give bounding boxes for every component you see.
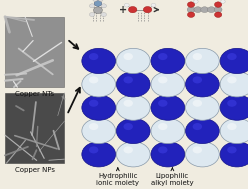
Circle shape	[227, 146, 237, 153]
Circle shape	[193, 0, 198, 3]
Circle shape	[227, 76, 237, 83]
Circle shape	[116, 95, 150, 120]
Circle shape	[101, 12, 106, 17]
Circle shape	[227, 100, 237, 107]
Circle shape	[89, 76, 98, 83]
Circle shape	[124, 3, 129, 7]
Circle shape	[186, 72, 219, 97]
Circle shape	[116, 48, 150, 74]
Circle shape	[201, 7, 209, 12]
Circle shape	[151, 118, 185, 144]
Circle shape	[128, 6, 137, 13]
Circle shape	[193, 76, 202, 83]
Circle shape	[215, 12, 222, 17]
Circle shape	[220, 142, 248, 167]
Circle shape	[186, 142, 219, 167]
Circle shape	[82, 48, 116, 74]
Text: +: +	[119, 5, 127, 15]
FancyBboxPatch shape	[5, 17, 64, 87]
Circle shape	[215, 2, 222, 7]
Text: Lipophilic
alkyl moiety: Lipophilic alkyl moiety	[151, 173, 194, 186]
Circle shape	[124, 100, 133, 107]
Circle shape	[94, 1, 102, 6]
Circle shape	[99, 0, 103, 1]
Circle shape	[90, 4, 95, 8]
Circle shape	[220, 118, 248, 144]
Circle shape	[193, 146, 202, 153]
Circle shape	[214, 7, 222, 12]
Text: Copper NPs: Copper NPs	[15, 167, 55, 173]
Circle shape	[187, 7, 195, 12]
Circle shape	[220, 95, 248, 120]
FancyBboxPatch shape	[5, 93, 64, 163]
Circle shape	[124, 146, 133, 153]
Circle shape	[143, 6, 152, 13]
Circle shape	[158, 53, 167, 60]
Circle shape	[124, 53, 133, 60]
Circle shape	[220, 0, 225, 3]
Circle shape	[82, 95, 116, 120]
Circle shape	[194, 7, 202, 12]
Circle shape	[116, 118, 150, 144]
Circle shape	[158, 146, 167, 153]
Circle shape	[89, 146, 98, 153]
Circle shape	[151, 48, 185, 74]
Circle shape	[151, 95, 185, 120]
Circle shape	[93, 7, 102, 14]
Circle shape	[193, 53, 202, 60]
Circle shape	[187, 2, 195, 7]
Circle shape	[82, 118, 116, 144]
Circle shape	[89, 123, 98, 130]
Text: Copper NTs: Copper NTs	[15, 91, 54, 97]
Circle shape	[89, 100, 98, 107]
Circle shape	[124, 76, 133, 83]
Circle shape	[151, 3, 156, 7]
Circle shape	[193, 123, 202, 130]
Circle shape	[158, 123, 167, 130]
Circle shape	[101, 4, 106, 8]
Circle shape	[124, 123, 133, 130]
Circle shape	[82, 72, 116, 97]
Circle shape	[220, 48, 248, 74]
Circle shape	[151, 72, 185, 97]
Circle shape	[186, 95, 219, 120]
Circle shape	[90, 12, 95, 17]
Circle shape	[208, 7, 215, 12]
Circle shape	[227, 123, 237, 130]
Circle shape	[116, 72, 150, 97]
Circle shape	[227, 53, 237, 60]
Circle shape	[89, 53, 98, 60]
Circle shape	[186, 48, 219, 74]
Circle shape	[187, 12, 195, 17]
Circle shape	[93, 0, 97, 1]
Circle shape	[193, 100, 202, 107]
Circle shape	[82, 142, 116, 167]
Circle shape	[158, 76, 167, 83]
Text: Hydrophilic
ionic moiety: Hydrophilic ionic moiety	[96, 173, 139, 186]
Circle shape	[186, 118, 219, 144]
Circle shape	[151, 142, 185, 167]
Circle shape	[220, 72, 248, 97]
Circle shape	[116, 142, 150, 167]
Circle shape	[158, 100, 167, 107]
